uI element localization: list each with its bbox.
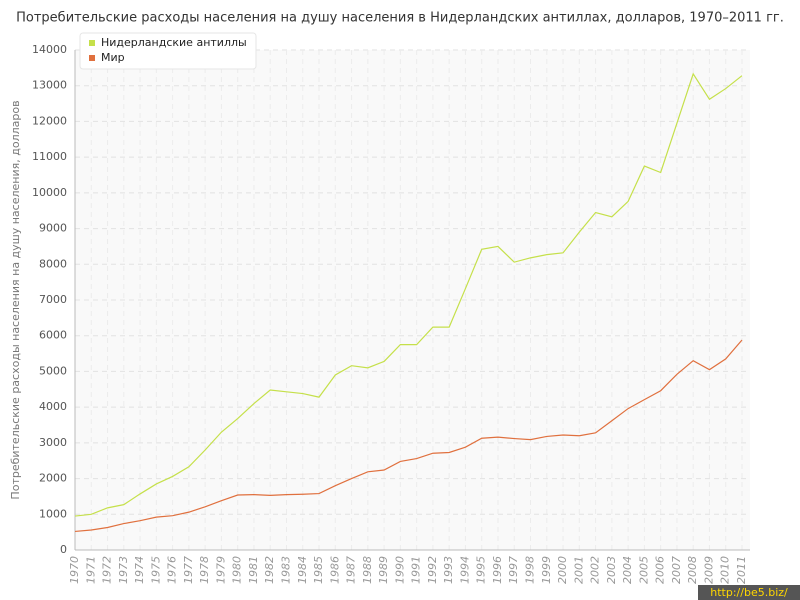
x-tick-label: 1970 (68, 556, 81, 584)
x-tick-label: 2002 (589, 556, 602, 584)
legend-label: Мир (101, 51, 125, 64)
y-tick-label: 8000 (39, 257, 67, 270)
y-tick-label: 10000 (32, 186, 67, 199)
watermark-bg (698, 585, 800, 600)
x-tick-label: 1990 (393, 556, 406, 584)
x-tick-label: 2010 (719, 556, 732, 584)
x-tick-label: 2004 (621, 556, 634, 584)
legend-box (79, 32, 257, 70)
legend-swatch (89, 55, 95, 61)
x-tick-label: 1978 (198, 556, 211, 584)
x-tick-label: 1993 (442, 556, 455, 584)
x-tick-label: 1986 (328, 556, 341, 584)
x-tick-label: 1989 (377, 556, 390, 584)
x-tick-label: 1999 (540, 556, 553, 584)
x-tick-label: 1994 (458, 556, 471, 584)
x-tick-label: 1977 (182, 556, 195, 584)
x-tick-label: 1973 (117, 556, 130, 584)
x-tick-label: 1983 (279, 556, 292, 584)
x-tick-label: 1971 (84, 556, 97, 584)
x-tick-label: 1992 (426, 556, 439, 584)
x-tick-label: 2008 (686, 556, 699, 584)
y-tick-label: 14000 (32, 43, 67, 56)
y-tick-label: 4000 (39, 400, 67, 413)
x-tick-label: 1984 (296, 556, 309, 584)
y-tick-label: 2000 (39, 472, 67, 485)
x-tick-label: 1998 (524, 556, 537, 584)
y-tick-label: 6000 (39, 329, 67, 342)
y-tick-label: 3000 (39, 436, 67, 449)
x-tick-label: 1988 (361, 556, 374, 584)
x-tick-label: 1996 (491, 556, 504, 584)
y-tick-label: 13000 (32, 79, 67, 92)
x-tick-label: 1991 (410, 556, 423, 584)
x-tick-label: 2005 (637, 556, 650, 584)
x-tick-label: 2001 (572, 556, 585, 584)
x-tick-label: 1987 (345, 556, 358, 584)
x-tick-label: 2000 (556, 556, 569, 584)
y-axis-label: Потребительские расходы населения на душ… (9, 100, 22, 499)
y-tick-label: 11000 (32, 150, 67, 163)
x-tick-label: 2009 (702, 556, 715, 584)
chart-title: Потребительские расходы населения на душ… (16, 11, 784, 26)
series-line (74, 72, 743, 517)
y-tick-label: 0 (60, 543, 67, 556)
x-tick-label: 1976 (166, 556, 179, 584)
x-tick-label: 1982 (263, 556, 276, 584)
x-tick-label: 1981 (247, 556, 260, 584)
series-line (74, 339, 743, 533)
x-tick-label: 2011 (735, 556, 748, 584)
watermark: http://be5.biz/ (710, 586, 788, 599)
x-tick-label: 1995 (475, 556, 488, 584)
x-tick-label: 1980 (231, 556, 244, 584)
y-tick-label: 1000 (39, 507, 67, 520)
x-tick-label: 1975 (149, 556, 162, 584)
y-tick-label: 5000 (39, 364, 67, 377)
x-tick-label: 2007 (670, 556, 683, 584)
x-tick-label: 1997 (507, 556, 520, 584)
legend-swatch (89, 40, 95, 46)
x-tick-label: 2006 (654, 556, 667, 584)
x-tick-label: 1979 (214, 556, 227, 584)
legend-label: Нидерландские антиллы (101, 36, 247, 49)
y-tick-label: 7000 (39, 293, 67, 306)
y-tick-label: 9000 (39, 222, 67, 235)
x-tick-label: 1974 (133, 556, 146, 584)
x-tick-label: 1985 (312, 556, 325, 584)
y-tick-label: 12000 (32, 114, 67, 127)
x-tick-label: 1972 (101, 556, 114, 584)
x-tick-label: 2003 (605, 556, 618, 584)
